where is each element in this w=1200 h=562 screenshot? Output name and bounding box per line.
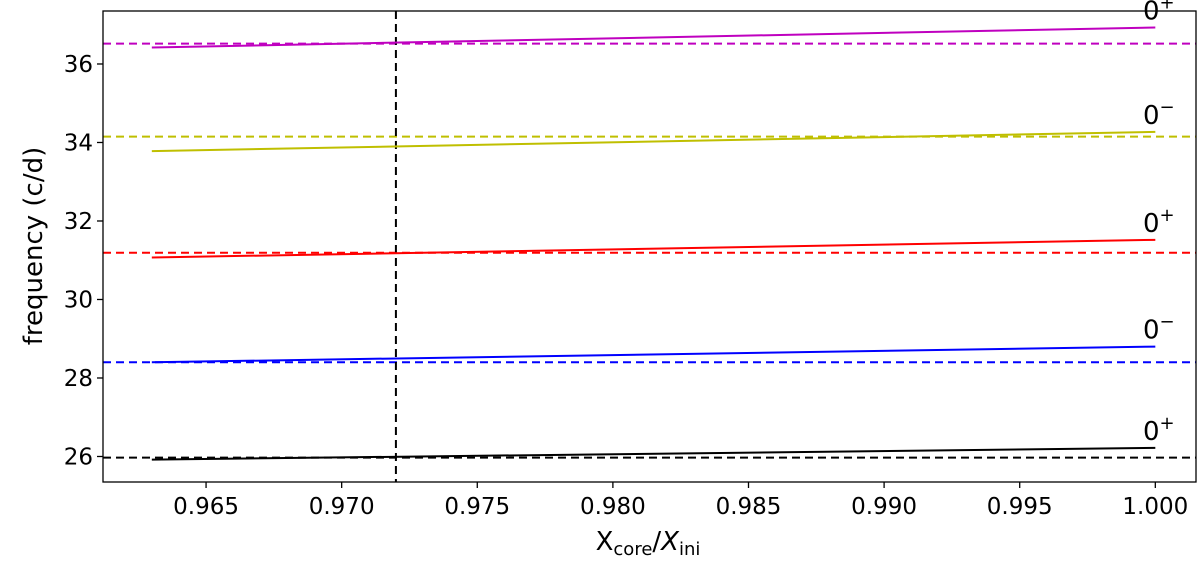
model-frequency-line-4: [151, 26, 1156, 49]
x-axis-title-sub-ini: ini: [679, 539, 700, 560]
y-tick-label-0: 26: [64, 444, 93, 470]
x-tick-label-3: 0.980: [580, 494, 646, 520]
mode-label-sup-4: +: [1160, 0, 1175, 13]
mode-label-base-3: 0: [1143, 101, 1160, 131]
mode-label-sup-2: +: [1160, 205, 1175, 226]
plot-area: 0+0−0+0−0+: [103, 0, 1196, 482]
axes: 0.965 0.970 0.975 0.980 0.985 0.990 0.995 1.000…: [64, 10, 1197, 520]
mode-label-sup-3: −: [1160, 97, 1175, 118]
x-axis-title-base: X: [596, 527, 614, 557]
y-tick-label-5: 36: [64, 52, 93, 78]
mode-label-sup-1: −: [1160, 312, 1175, 333]
x-tick-label-7: 1.000: [1122, 494, 1188, 520]
x-axis-title-base2: X: [659, 527, 680, 557]
x-tick-label-2: 0.975: [444, 494, 510, 520]
model-frequency-line-0: [151, 446, 1156, 461]
y-tick-label-3: 32: [64, 209, 93, 235]
x-tick-label-1: 0.970: [309, 494, 375, 520]
mode-label-1: 0−: [1143, 312, 1175, 346]
plot-frame: [102, 10, 1197, 483]
x-tick-label-5: 0.990: [851, 494, 917, 520]
model-frequency-line-1: [151, 345, 1156, 364]
model-frequency-line-3: [151, 130, 1156, 153]
x-tick-label-6: 0.995: [987, 494, 1053, 520]
x-axis-title-sub-core: core: [613, 539, 652, 560]
mode-label-0: 0+: [1143, 413, 1175, 447]
mode-label-4: 0+: [1143, 0, 1175, 26]
x-axis-title-sep: /: [652, 527, 661, 557]
mode-label-3: 0−: [1143, 97, 1175, 131]
mode-label-base-1: 0: [1143, 316, 1160, 346]
x-tick-label-4: 0.985: [716, 494, 782, 520]
x-axis-title: Xcore/Xini: [596, 527, 701, 560]
y-axis-title: frequency (c/d): [19, 147, 49, 346]
y-tick-label-2: 30: [64, 287, 93, 313]
mode-label-base-4: 0: [1143, 0, 1160, 26]
mode-label-2: 0+: [1143, 205, 1175, 239]
x-tick-label-0: 0.965: [173, 494, 239, 520]
model-frequency-line-2: [151, 238, 1156, 259]
mode-label-base-2: 0: [1143, 209, 1160, 239]
y-tick-label-1: 28: [64, 366, 93, 392]
mode-label-sup-0: +: [1160, 413, 1175, 434]
y-tick-label-4: 34: [64, 130, 93, 156]
mode-label-base-0: 0: [1143, 417, 1160, 447]
